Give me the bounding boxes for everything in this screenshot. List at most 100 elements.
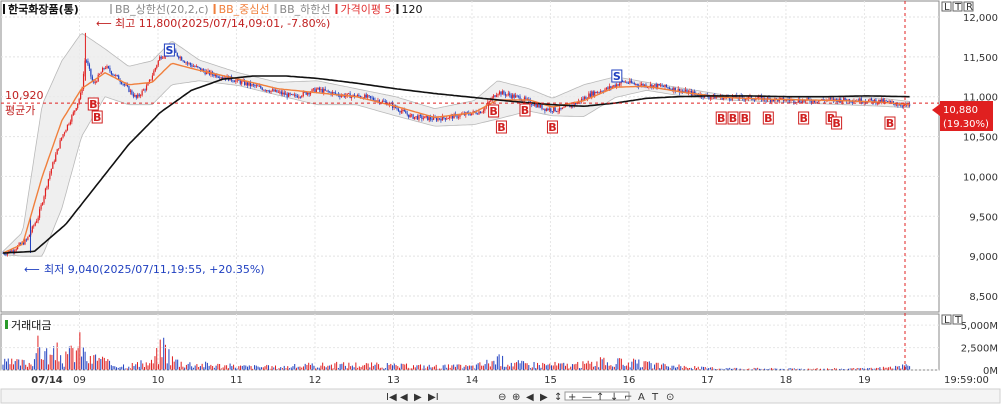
corner-icons[interactable]: L T R L T — [941, 1, 974, 326]
candle-body — [501, 91, 504, 95]
zoom-slider[interactable] — [564, 391, 630, 401]
corner-icon-t[interactable] — [952, 1, 963, 12]
candle-body — [503, 91, 505, 94]
candle-body — [747, 96, 750, 99]
buy-signal-label: B — [548, 121, 556, 134]
candle-body — [722, 97, 725, 100]
chart-toolbar[interactable]: I◀ ◀ ▶ ▶I ⊖ ⊕ ◀ ▶ ↕ + — ↑ ↓ ⌐ A T ⊙ — [0, 388, 1001, 404]
candle-body — [163, 56, 165, 58]
toolbar-icon[interactable]: ◀ — [400, 392, 408, 403]
candle-body — [71, 115, 73, 122]
sell-signal-label: S — [165, 44, 173, 57]
candle-body — [257, 85, 259, 87]
toolbar-icon[interactable]: ↑ — [596, 392, 604, 403]
candle-body — [356, 94, 359, 97]
date-tick-label: 18 — [780, 375, 793, 386]
toolbar-icon[interactable]: ⊖ — [498, 392, 506, 403]
toolbar-icon[interactable]: A — [638, 392, 645, 403]
candle-body — [408, 114, 410, 118]
current-price-change: (19.30%) — [943, 119, 989, 130]
volume-corner-icon-l[interactable] — [941, 314, 952, 325]
buy-signal: B — [831, 116, 843, 130]
candle-body — [828, 98, 830, 100]
candle-body — [24, 239, 26, 245]
candle-body — [799, 99, 801, 102]
price-tick-label: 12,000 — [963, 13, 998, 24]
buy-signal: B — [488, 104, 500, 118]
candle-body — [447, 118, 449, 119]
candle-body — [575, 102, 577, 105]
candle-body — [818, 100, 820, 102]
candle-body — [205, 71, 208, 75]
toolbar-icon[interactable]: ⊕ — [512, 392, 520, 403]
candle-body — [125, 84, 127, 86]
toolbar-icon[interactable]: I◀ — [386, 392, 397, 403]
toolbar-icon[interactable]: ▶ — [414, 392, 422, 403]
corner-icon-r[interactable] — [963, 1, 974, 12]
candle-body — [179, 57, 181, 59]
candle-body — [708, 96, 710, 99]
toolbar-icon[interactable]: ↓ — [610, 392, 618, 403]
candle-body — [512, 94, 514, 98]
candle-body — [323, 89, 325, 93]
candle-body — [43, 196, 45, 203]
candle-body — [82, 73, 85, 90]
toolbar-icon[interactable]: ▶I — [428, 392, 439, 403]
candle-body — [123, 84, 126, 86]
buy-signal-label: B — [93, 111, 101, 124]
volume-corner-icon-t[interactable] — [952, 314, 963, 325]
toolbar-icon[interactable]: + — [568, 392, 576, 403]
candle-body — [246, 82, 249, 86]
candle-body — [91, 76, 93, 82]
candle-body — [421, 115, 423, 119]
candle-body — [266, 90, 268, 91]
candle-body — [878, 99, 880, 103]
volume-panel-frame — [0, 313, 940, 371]
toolbar-icon[interactable]: ◀ — [526, 392, 534, 403]
candle-body — [107, 66, 110, 68]
candle-body — [252, 84, 255, 86]
candle-body — [816, 101, 818, 103]
candle-body — [780, 97, 782, 99]
candle-body — [99, 73, 101, 75]
candle-body — [258, 86, 260, 87]
candle-body — [812, 100, 814, 103]
toolbar-bg — [0, 388, 1001, 404]
toolbar-icon[interactable]: ⌐ — [624, 392, 632, 403]
candle-body — [753, 99, 755, 101]
candle-body — [103, 68, 105, 69]
candle-body — [444, 117, 446, 120]
toolbar-icon[interactable]: ↕ — [554, 392, 562, 403]
candle-body — [815, 101, 817, 103]
candle-body — [324, 89, 326, 91]
candle-body — [869, 98, 871, 101]
buy-signal: B — [715, 111, 727, 125]
candle-body — [220, 77, 222, 79]
candle-body — [589, 93, 591, 97]
toolbar-icon[interactable]: ⊙ — [666, 392, 674, 403]
candle-body — [271, 89, 274, 91]
candle-body — [684, 89, 687, 92]
candle-body — [891, 101, 893, 103]
buy-signal: B — [727, 111, 739, 125]
candle-body — [888, 101, 890, 102]
toolbar-icon[interactable]: T — [651, 392, 659, 403]
candle-body — [446, 118, 448, 120]
candle-body — [623, 81, 625, 83]
corner-icon-l[interactable] — [941, 1, 952, 12]
candle-body — [573, 102, 575, 106]
candle-body — [384, 101, 386, 103]
buy-signal-label: B — [741, 112, 749, 125]
candle-body — [185, 62, 187, 64]
legend-item-label: 120 — [401, 3, 422, 16]
legend-item-swatch — [213, 4, 216, 14]
candle-body — [371, 97, 373, 99]
candle-body — [2, 252, 4, 254]
toolbar-icon[interactable]: ▶ — [540, 392, 548, 403]
date-tick-label: 07/14 — [31, 375, 63, 386]
toolbar-icon[interactable]: — — [582, 392, 592, 403]
high-arrow: ⟵ — [96, 17, 112, 30]
candle-body — [585, 96, 587, 99]
candle-body — [536, 104, 539, 108]
candle-body — [118, 75, 120, 81]
